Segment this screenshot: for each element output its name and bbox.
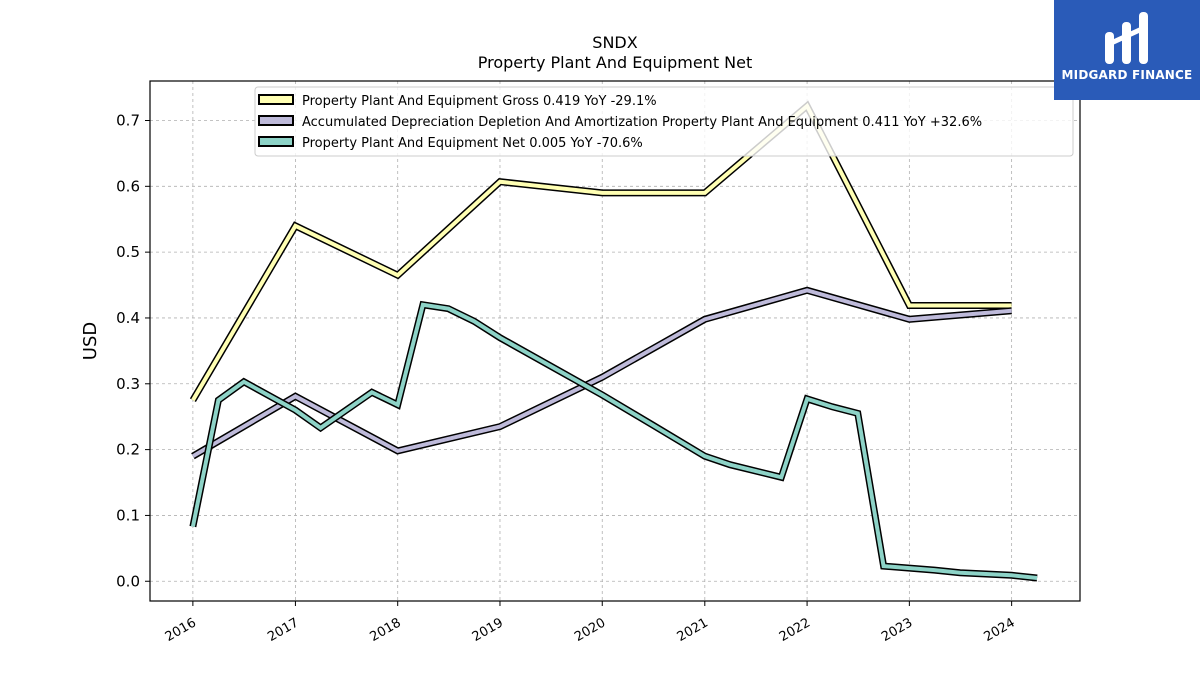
y-tick-label: 0.3 bbox=[116, 375, 140, 393]
series-3 bbox=[189, 300, 1038, 582]
series-lines bbox=[189, 100, 1038, 582]
x-tick-label: 2017 bbox=[265, 615, 301, 645]
y-tick-label: 0.4 bbox=[116, 309, 140, 327]
x-tick-label: 2022 bbox=[777, 615, 813, 645]
legend-label: Accumulated Depreciation Depletion And A… bbox=[302, 115, 982, 130]
midgard-logo-icon bbox=[1105, 12, 1148, 64]
legend-swatch bbox=[258, 94, 294, 105]
y-tick-label: 0.1 bbox=[116, 506, 140, 524]
brand-name: MIDGARD FINANCE bbox=[1061, 68, 1193, 82]
chart-title: SNDX bbox=[592, 33, 637, 52]
plot-frame bbox=[149, 80, 1081, 602]
y-tick-label: 0.2 bbox=[116, 441, 140, 459]
brand-logo: MIDGARD FINANCE bbox=[1054, 0, 1200, 100]
legend-label: Property Plant And Equipment Gross 0.419… bbox=[302, 94, 657, 109]
chart-subtitle: Property Plant And Equipment Net bbox=[478, 53, 753, 72]
series-line bbox=[190, 302, 1038, 580]
x-axis: 2016 2017 2018 2019 2020 2021 2022 2023 2024 bbox=[163, 601, 1018, 645]
y-tick-label: 0.6 bbox=[116, 177, 140, 195]
x-tick-label: 2020 bbox=[572, 615, 608, 645]
x-tick-label: 2021 bbox=[675, 615, 711, 645]
y-axis: 0.0 0.1 0.2 0.3 0.4 0.5 0.6 0.7 bbox=[116, 111, 150, 590]
series-1 bbox=[189, 100, 1012, 402]
x-tick-label: 2018 bbox=[368, 615, 404, 645]
series-2 bbox=[191, 286, 1012, 460]
legend-swatch bbox=[258, 115, 294, 126]
legend-label: Property Plant And Equipment Net 0.005 Y… bbox=[302, 136, 643, 151]
y-tick-label: 0.5 bbox=[116, 243, 140, 261]
legend-swatch bbox=[258, 136, 294, 147]
grid bbox=[150, 81, 1080, 601]
legend-box bbox=[254, 86, 1074, 157]
x-tick-label: 2019 bbox=[470, 615, 506, 645]
y-axis-label: USD bbox=[80, 322, 101, 360]
y-tick-label: 0.0 bbox=[116, 572, 140, 590]
y-tick-label: 0.7 bbox=[116, 111, 140, 129]
x-tick-label: 2024 bbox=[981, 615, 1017, 645]
x-tick-label: 2023 bbox=[879, 615, 915, 645]
legend: Property Plant And Equipment Gross 0.419… bbox=[254, 86, 1074, 157]
x-tick-label: 2016 bbox=[163, 615, 199, 645]
series-line bbox=[191, 102, 1012, 402]
series-outline bbox=[189, 300, 1038, 582]
series-line bbox=[191, 288, 1012, 458]
